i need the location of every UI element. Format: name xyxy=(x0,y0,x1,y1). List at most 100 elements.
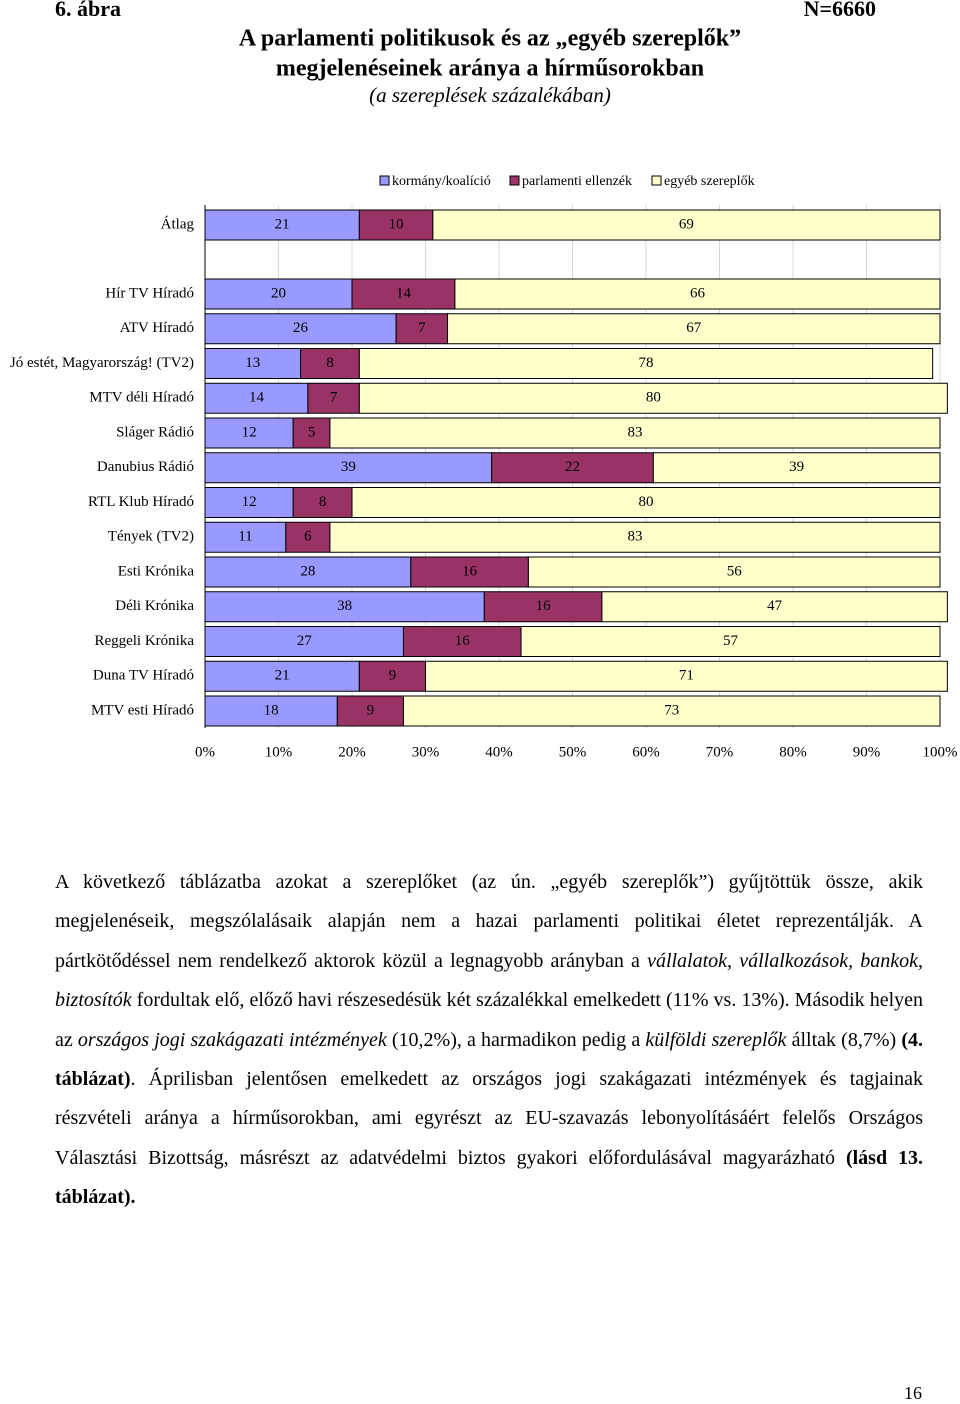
value-label: 7 xyxy=(330,390,338,406)
x-tick-label: 70% xyxy=(706,744,734,760)
bar-segment xyxy=(402,695,941,727)
x-tick-label: 20% xyxy=(338,744,366,760)
value-label: 56 xyxy=(727,563,743,579)
bar-segment xyxy=(527,556,941,588)
bar-segment xyxy=(410,556,529,588)
y-tick-label: MTV déli Híradó xyxy=(89,390,194,406)
value-label: 39 xyxy=(341,459,356,475)
value-label: 16 xyxy=(462,563,478,579)
y-tick-label: Duna TV Híradó xyxy=(93,668,194,684)
bar-segment xyxy=(329,521,941,553)
value-label: 80 xyxy=(646,390,661,406)
value-label: 38 xyxy=(337,598,352,614)
value-label: 28 xyxy=(300,563,315,579)
chart-subtitle: (a szereplések százalékában) xyxy=(369,83,611,107)
bar-segment xyxy=(204,209,360,241)
chart-title: megjelenéseinek aránya a hírműsorokban xyxy=(276,56,704,82)
bar-segment xyxy=(358,348,934,379)
x-tick-label: 60% xyxy=(632,744,660,760)
y-tick-label: RTL Klub Híradó xyxy=(88,494,194,510)
y-tick-label: Esti Krónika xyxy=(118,563,195,579)
italic-text: országos jogi szakágazati intézmények xyxy=(77,1028,387,1051)
legend-swatch xyxy=(509,175,520,186)
bar-segment xyxy=(601,591,948,623)
y-tick-label: Sláger Rádió xyxy=(116,424,194,440)
value-label: 12 xyxy=(242,424,257,440)
bar-segment xyxy=(300,348,360,379)
bar-segment xyxy=(204,417,294,449)
figure-label: 6. ábra xyxy=(55,0,121,21)
chart: 6. ábra N=6660 A parlamenti politikusok … xyxy=(10,0,958,760)
italic-text: vállalatok, vállalkozások, bankok, bizto… xyxy=(55,949,923,1012)
bar-segment xyxy=(358,660,427,692)
bar-segment xyxy=(358,209,434,241)
value-label: 14 xyxy=(249,390,265,406)
value-label: 78 xyxy=(639,355,654,371)
value-label: 5 xyxy=(308,424,316,440)
text: . Áprilisban jelentősen emelkedett az or… xyxy=(55,1068,923,1169)
text: A következő táblázatba azokat a szereplő… xyxy=(55,871,923,972)
y-tick-label: Átlag xyxy=(161,215,195,232)
y-tick-label: MTV esti Híradó xyxy=(91,702,194,718)
legend-swatch xyxy=(379,175,390,186)
bar-segment xyxy=(652,452,941,484)
bar-segment xyxy=(351,278,456,310)
x-tick-label: 50% xyxy=(559,744,587,760)
paragraph: A következő táblázatba azokat a szereplő… xyxy=(55,863,923,1218)
value-label: 9 xyxy=(367,702,375,718)
y-tick-label: Reggeli Krónika xyxy=(94,633,194,649)
text: (10,2%), a harmadikon pedig a xyxy=(386,1028,646,1051)
value-label: 27 xyxy=(297,633,313,649)
n-label: N=6660 xyxy=(804,0,876,21)
y-tick-label: Tények (TV2) xyxy=(108,529,194,545)
value-label: 69 xyxy=(679,216,694,232)
value-label: 71 xyxy=(679,668,694,684)
value-label: 83 xyxy=(627,529,642,545)
x-tick-label: 80% xyxy=(779,744,807,760)
legend-swatch xyxy=(651,175,662,186)
bar-segment xyxy=(402,626,522,657)
bar-segment xyxy=(204,313,397,345)
value-label: 20 xyxy=(271,285,286,301)
value-label: 57 xyxy=(723,633,739,649)
value-label: 12 xyxy=(242,494,257,510)
bar-segment xyxy=(307,382,360,414)
bar-segment xyxy=(292,417,331,449)
value-label: 7 xyxy=(418,320,426,336)
bar-segment xyxy=(520,626,941,657)
x-tick-label: 100% xyxy=(923,744,958,760)
bar-segment xyxy=(447,313,941,345)
bar-segment xyxy=(204,278,353,310)
value-label: 16 xyxy=(455,633,471,649)
legend-label: kormány/koalíció xyxy=(392,174,491,189)
value-label: 66 xyxy=(690,285,706,301)
bold-text: (lásd 13. táblázat). xyxy=(55,1146,923,1209)
bar-segment xyxy=(454,278,941,310)
y-tick-label: Hír TV Híradó xyxy=(105,285,194,301)
value-label: 67 xyxy=(686,320,702,336)
text: fordultak elő, előző havi részesedésük k… xyxy=(55,989,923,1051)
value-label: 14 xyxy=(396,285,412,301)
value-label: 47 xyxy=(767,598,783,614)
bar-segment xyxy=(204,660,360,692)
x-tick-label: 10% xyxy=(265,744,293,760)
legend-label: parlamenti ellenzék xyxy=(522,174,632,189)
y-tick-label: ATV Híradó xyxy=(120,320,194,336)
y-tick-label: Jó estét, Magyarország! (TV2) xyxy=(10,355,194,371)
legend-label: egyéb szereplők xyxy=(664,174,755,189)
bar-segment xyxy=(204,487,294,518)
bar-segment xyxy=(483,591,603,623)
value-label: 22 xyxy=(565,459,580,475)
value-label: 8 xyxy=(319,494,327,510)
x-tick-label: 90% xyxy=(853,744,881,760)
value-label: 73 xyxy=(664,702,679,718)
value-label: 80 xyxy=(639,494,654,510)
value-label: 18 xyxy=(264,702,279,718)
value-label: 39 xyxy=(789,459,804,475)
bar-segment xyxy=(204,348,302,379)
value-label: 21 xyxy=(275,216,290,232)
value-label: 11 xyxy=(238,529,252,545)
bar-segment xyxy=(204,591,485,623)
bar-segment xyxy=(358,382,948,414)
